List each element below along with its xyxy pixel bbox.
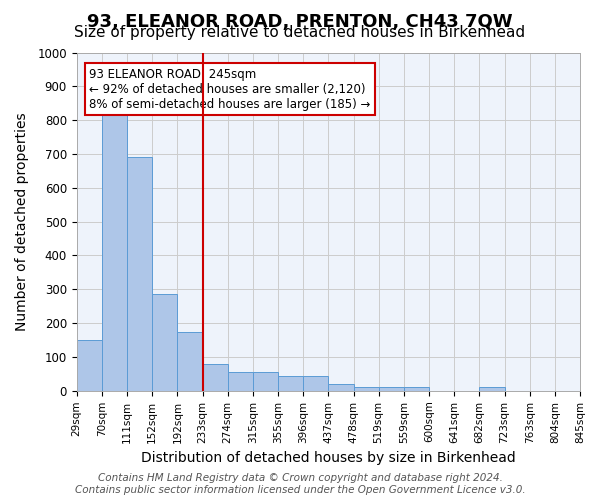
Bar [152,294,178,391]
Bar [102,110,127,391]
Bar [353,388,379,391]
Bar [227,372,253,391]
Bar [479,388,505,391]
Bar [203,364,227,391]
Text: 93, ELEANOR ROAD, PRENTON, CH43 7QW: 93, ELEANOR ROAD, PRENTON, CH43 7QW [87,12,513,30]
X-axis label: Distribution of detached houses by size in Birkenhead: Distribution of detached houses by size … [141,451,516,465]
Bar [328,384,353,391]
Bar [253,372,278,391]
Bar [178,332,203,391]
Y-axis label: Number of detached properties: Number of detached properties [15,112,29,331]
Bar [379,388,404,391]
Bar [303,376,328,391]
Text: Size of property relative to detached houses in Birkenhead: Size of property relative to detached ho… [74,25,526,40]
Text: 93 ELEANOR ROAD: 245sqm
← 92% of detached houses are smaller (2,120)
8% of semi-: 93 ELEANOR ROAD: 245sqm ← 92% of detache… [89,68,371,110]
Bar [278,376,303,391]
Bar [127,158,152,391]
Text: Contains HM Land Registry data © Crown copyright and database right 2024.
Contai: Contains HM Land Registry data © Crown c… [74,474,526,495]
Bar [77,340,102,391]
Bar [404,388,429,391]
